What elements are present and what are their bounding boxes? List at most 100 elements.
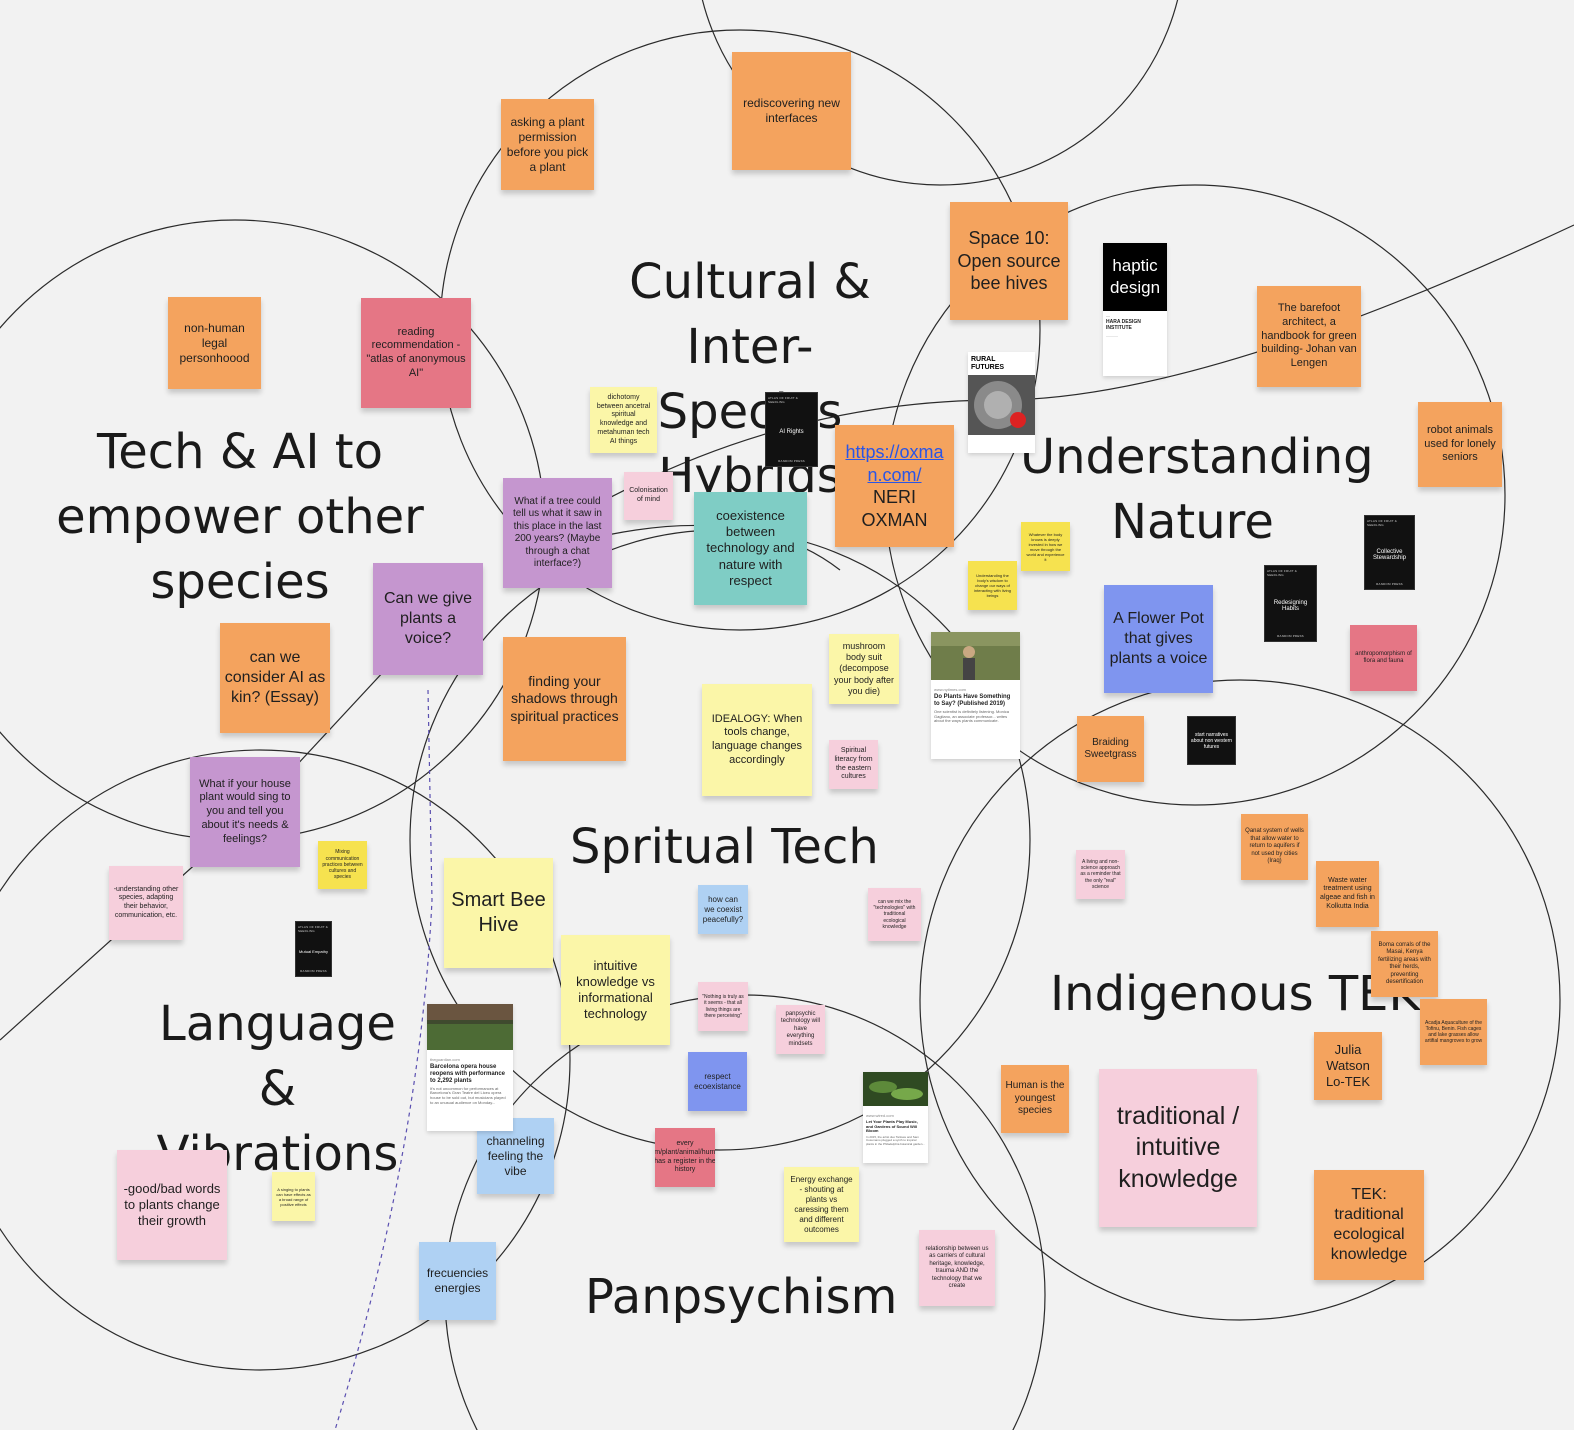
- cluster-title-understanding[interactable]: Understanding Nature: [1020, 429, 1374, 550]
- note-text: Can we give plants a voice?: [383, 590, 473, 647]
- sticky-note[interactable]: coexistence between technology and natur…: [694, 492, 807, 605]
- note-text: every item/plant/animal/human has a regi…: [655, 1140, 715, 1174]
- sticky-note[interactable]: Whatever the body knows is deeply invest…: [1021, 522, 1070, 571]
- book-ai-rights[interactable]: ATLAS OF FRUIT & SEEDLING AI Rights RAND…: [765, 392, 818, 467]
- article-source: www.wired.com: [866, 1113, 894, 1118]
- sticky-note[interactable]: every item/plant/animal/human has a regi…: [655, 1128, 715, 1187]
- sticky-note[interactable]: Mixing communication practices between c…: [318, 841, 367, 889]
- article-title: Let Your Plants Play Music, and Gardens …: [866, 1119, 918, 1134]
- sticky-note[interactable]: -understanding other species, adapting t…: [109, 866, 183, 940]
- sticky-note[interactable]: Smart Bee Hive: [444, 858, 553, 968]
- note-text: Braiding Sweetgrass: [1084, 736, 1137, 761]
- haptic-design-cover: haptic design: [1103, 243, 1167, 311]
- article-image: [427, 1004, 513, 1050]
- cluster-circle-language[interactable]: [0, 749, 571, 1371]
- article-card-plants[interactable]: www.nytimes.com Do Plants Have Something…: [931, 632, 1020, 759]
- rural-futures-cover[interactable]: RURAL FUTURES: [968, 352, 1035, 453]
- note-text: A singing to plants can have effects as …: [276, 1186, 311, 1207]
- article-title: Do Plants Have Something to Say? (Publis…: [934, 694, 1011, 707]
- cluster-title-tech-ai[interactable]: Tech & AI to empower other species: [56, 424, 424, 610]
- note-text: Space 10: Open source bee hives: [957, 228, 1061, 294]
- note-text: Human is the youngest species: [1005, 1080, 1065, 1117]
- sticky-note[interactable]: frecuencies energies: [419, 1242, 496, 1320]
- sticky-note[interactable]: Acadja Aquaculture of the Tofinu, Benin.…: [1420, 999, 1487, 1065]
- sticky-note[interactable]: What if a tree could tell us what it saw…: [503, 478, 612, 588]
- note-text: A living and non-science approach as a r…: [1080, 858, 1121, 890]
- article-source: www.nytimes.com: [934, 687, 967, 692]
- article-card-music[interactable]: www.wired.com Let Your Plants Play Music…: [863, 1072, 928, 1163]
- article-card-opera[interactable]: theguardian.com Barcelona opera house re…: [427, 1004, 513, 1131]
- sticky-note[interactable]: mushroom body suit (decompose your body …: [829, 634, 899, 704]
- sticky-note[interactable]: Qanat system of wells that allow water t…: [1241, 814, 1308, 880]
- sticky-note[interactable]: non-human legal personhoood: [168, 297, 261, 389]
- book-collective-stewardship[interactable]: ATLAS OF FRUIT & SEEDLING Collective Ste…: [1364, 515, 1415, 590]
- sticky-note[interactable]: Spiritual literacy from the eastern cult…: [829, 740, 878, 789]
- sticky-note[interactable]: panpsychic technology will have everythi…: [776, 1005, 825, 1054]
- sticky-note[interactable]: anthropomorphism of flora and fauna: [1350, 625, 1417, 691]
- sticky-note[interactable]: Understanding the body's wisdom to chang…: [968, 561, 1017, 610]
- book-start-narratives[interactable]: start narratives about non western futur…: [1187, 716, 1236, 765]
- sticky-note[interactable]: Can we give plants a voice?: [373, 563, 483, 675]
- sticky-note[interactable]: can we mix the "technologies" with tradi…: [868, 888, 921, 941]
- sticky-note[interactable]: relationship between us as carriers of c…: [919, 1230, 995, 1306]
- sticky-note[interactable]: can we consider AI as kin? (Essay): [220, 623, 330, 733]
- sticky-note[interactable]: how can we coexist peacefully?: [698, 885, 748, 934]
- sticky-note[interactable]: Boma corrals of the Masai, Kenya fertili…: [1371, 931, 1438, 997]
- sticky-note[interactable]: https://oxman.com/NERI OXMAN: [835, 425, 954, 547]
- note-text: Julia Watson Lo-TEK: [1325, 1041, 1371, 1090]
- note-text: IDEALOGY: When tools change, language ch…: [711, 712, 803, 766]
- sticky-note[interactable]: traditional / intuitive knowledge: [1099, 1069, 1257, 1227]
- sticky-note[interactable]: A living and non-science approach as a r…: [1076, 850, 1125, 899]
- sticky-note[interactable]: finding your shadows through spiritual p…: [503, 637, 626, 761]
- note-text: Colonisation of mind: [629, 487, 668, 503]
- note-text: finding your shadows through spiritual p…: [510, 672, 619, 724]
- article-source: theguardian.com: [430, 1057, 460, 1062]
- sticky-note[interactable]: robot animals used for lonely seniors: [1418, 402, 1502, 487]
- note-text: asking a plant permission before you pic…: [506, 114, 589, 174]
- sticky-note[interactable]: TEK: traditional ecological knowledge: [1314, 1170, 1424, 1280]
- haptic-design-card[interactable]: haptic design — HARA DESIGN INSTITUTE ——…: [1103, 243, 1167, 376]
- book-redesigning-habits[interactable]: ATLAS OF FRUIT & SEEDLING Redesigning Ha…: [1264, 565, 1317, 642]
- sticky-note[interactable]: respect ecoexistance: [688, 1052, 747, 1111]
- sticky-note[interactable]: intuitive knowledge vs informational tec…: [561, 935, 670, 1045]
- note-text: rediscovering new interfaces: [743, 96, 840, 125]
- cluster-circle-top[interactable]: [695, 0, 1185, 186]
- sticky-note[interactable]: Colonisation of mind: [624, 472, 673, 520]
- cluster-title-spiritual[interactable]: Spritual Tech: [570, 819, 879, 875]
- note-text: The barefoot architect, a handbook for g…: [1261, 302, 1357, 370]
- sticky-note[interactable]: Human is the youngest species: [1001, 1065, 1069, 1133]
- sticky-note[interactable]: The barefoot architect, a handbook for g…: [1257, 286, 1361, 387]
- cluster-title-indigenous[interactable]: Indigenous TEK: [1050, 966, 1420, 1022]
- cluster-circle-indigenous[interactable]: [919, 679, 1561, 1321]
- note-text: frecuencies energies: [426, 1266, 489, 1295]
- sticky-note[interactable]: Julia Watson Lo-TEK: [1314, 1032, 1382, 1100]
- sticky-note[interactable]: Energy exchange - shouting at plants vs …: [784, 1167, 859, 1242]
- sticky-note[interactable]: reading recommendation - "atlas of anony…: [361, 298, 471, 408]
- article-image: [863, 1072, 928, 1106]
- note-text: channeling feeling the vibe: [486, 1133, 545, 1178]
- sticky-note[interactable]: asking a plant permission before you pic…: [501, 99, 594, 190]
- sticky-note[interactable]: Waste water treatment using algeae and f…: [1316, 861, 1379, 927]
- neri-link[interactable]: https://oxman.com/: [845, 442, 944, 485]
- article-text: One scientist is definitely listening. M…: [934, 708, 1009, 724]
- sticky-note[interactable]: dichotomy between ancetral spiritual kno…: [590, 387, 657, 453]
- sticky-note[interactable]: rediscovering new interfaces: [732, 52, 851, 170]
- note-text: panpsychic technology will have everythi…: [780, 1010, 821, 1047]
- note-text: relationship between us as carriers of c…: [925, 1245, 989, 1290]
- sticky-note[interactable]: "Nothing is truly as it seems - that all…: [698, 982, 748, 1031]
- sticky-note[interactable]: Braiding Sweetgrass: [1077, 716, 1144, 782]
- sticky-note[interactable]: What if your house plant would sing to y…: [190, 757, 300, 867]
- book-mutual-empathy[interactable]: ATLAS OF FRUIT & SEEDLING Mutual Empathy…: [295, 921, 332, 977]
- sticky-note[interactable]: A singing to plants can have effects as …: [272, 1172, 315, 1221]
- sticky-note[interactable]: A Flower Pot that gives plants a voice: [1104, 585, 1213, 693]
- sticky-note[interactable]: Space 10: Open source bee hives: [950, 202, 1068, 320]
- note-text: Boma corrals of the Masai, Kenya fertili…: [1378, 941, 1431, 986]
- note-text: anthropomorphism of flora and fauna: [1355, 650, 1412, 665]
- dashed-line[interactable]: [334, 689, 433, 1430]
- sticky-note[interactable]: IDEALOGY: When tools change, language ch…: [702, 684, 812, 796]
- note-text: Acadja Aquaculture of the Tofinu, Benin.…: [1424, 1019, 1483, 1045]
- cluster-title-panpsychism[interactable]: Panpsychism: [585, 1269, 898, 1325]
- sticky-note[interactable]: -good/bad words to plants change their g…: [117, 1150, 227, 1260]
- note-text: Qanat system of wells that allow water t…: [1245, 828, 1304, 865]
